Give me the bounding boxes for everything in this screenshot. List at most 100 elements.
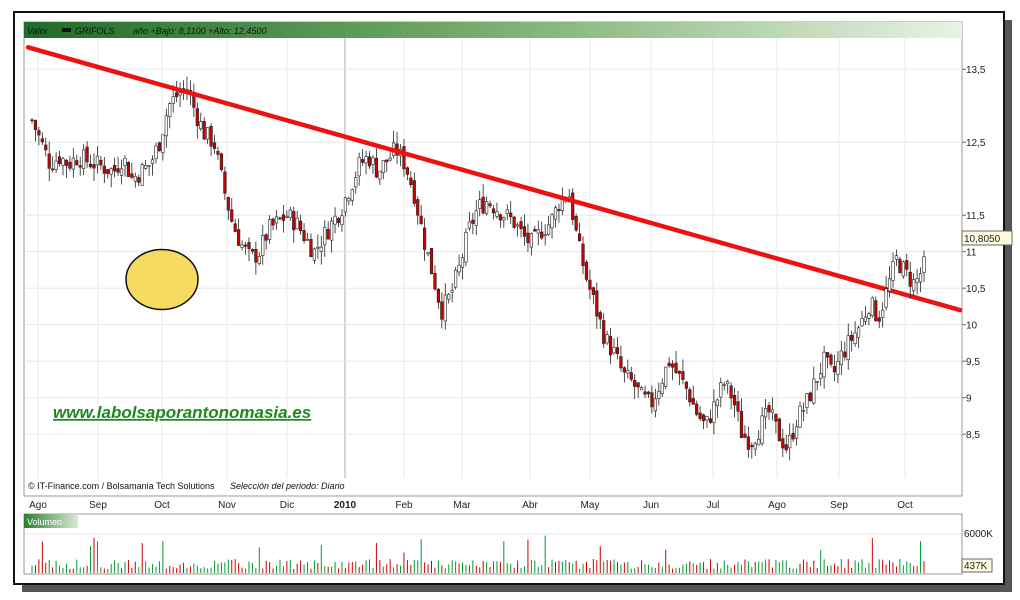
candle-body — [57, 156, 62, 165]
candle-body — [426, 252, 430, 255]
x-tick-label: Dic — [280, 500, 294, 511]
candle-body — [695, 403, 699, 415]
candle-body — [471, 219, 475, 224]
candle-body — [257, 256, 261, 264]
candle-body — [846, 335, 850, 360]
candle-body — [629, 372, 633, 380]
candle-body — [698, 412, 702, 419]
candle-body — [660, 382, 664, 394]
header-bar — [24, 22, 962, 38]
x-axis-ticks: Ago Sep Oct Nov Dic 2010 Feb Mar Abr May Jun Jul Ago… — [29, 500, 913, 511]
candle-body — [870, 297, 874, 316]
candle-body — [708, 418, 713, 423]
candle-body — [822, 351, 826, 378]
candle-body — [164, 115, 168, 137]
candle-body — [498, 214, 502, 221]
candle-body — [95, 155, 100, 166]
x-tick-label: Nov — [218, 500, 236, 511]
candle-body — [591, 287, 595, 295]
candle-body — [78, 165, 82, 168]
x-tick-label: Ago — [29, 500, 47, 511]
x-tick-label: Oct — [154, 500, 170, 511]
candle-body — [557, 209, 561, 212]
footer-credits: © IT-Finance.com / Bolsamania Tech Solut… — [28, 481, 215, 491]
candle-body — [887, 278, 892, 292]
candle-body — [433, 272, 437, 290]
candle-body — [206, 127, 210, 140]
candle-body — [670, 363, 675, 368]
candle-body — [681, 371, 685, 380]
candle-body — [688, 389, 692, 403]
candle-body — [581, 243, 585, 267]
candle-body — [51, 168, 55, 171]
candle-body — [54, 160, 58, 170]
candle-body — [268, 219, 272, 240]
candle-body — [274, 216, 279, 224]
candle-body — [794, 426, 799, 439]
candle-body — [299, 220, 303, 232]
candle-body — [691, 398, 695, 405]
candle-body — [150, 159, 155, 164]
candle-body — [216, 151, 220, 155]
volume-bars — [31, 535, 925, 573]
candle-body — [464, 232, 468, 263]
candle-body — [309, 239, 313, 258]
candle-body — [47, 153, 51, 169]
candle-body — [519, 221, 523, 230]
candle-body — [409, 177, 413, 186]
candle-body — [330, 220, 334, 241]
candle-body — [333, 215, 337, 225]
candle-body — [292, 211, 296, 231]
candle-body — [808, 392, 812, 402]
y-tick-label: 13,5 — [966, 65, 986, 76]
candle-body — [502, 217, 506, 221]
candle-body — [571, 192, 575, 220]
candle-body — [791, 432, 795, 440]
candle-body — [323, 227, 327, 246]
candle-body — [863, 316, 868, 322]
candle-body — [102, 165, 106, 174]
candle-body — [667, 362, 671, 367]
candle-body — [295, 217, 299, 230]
candle-body — [639, 387, 644, 391]
candle-body — [450, 290, 454, 293]
candle-body — [123, 157, 127, 166]
candle-body — [812, 378, 816, 404]
x-tick-label: Jun — [643, 500, 659, 511]
candle-body — [340, 215, 344, 226]
candle-body — [64, 159, 69, 166]
candle-body — [612, 347, 616, 354]
candle-body — [423, 227, 427, 250]
candle-body — [712, 401, 716, 423]
x-tick-label: Abr — [522, 500, 538, 511]
candle-body — [491, 208, 496, 214]
candle-body — [443, 294, 447, 322]
candle-body — [553, 207, 558, 220]
candle-body — [743, 433, 747, 438]
x-tick-label: 2010 — [334, 500, 357, 511]
candle-body — [598, 312, 602, 320]
candle-body — [85, 146, 89, 163]
candle-body — [798, 405, 802, 428]
candle-body — [243, 244, 248, 247]
candle-body — [701, 414, 706, 422]
candle-body — [867, 313, 871, 319]
candle-body — [113, 165, 117, 172]
candle-body — [388, 157, 392, 161]
candle-body — [894, 255, 899, 260]
last-value-box — [961, 230, 1013, 246]
candle-body — [526, 232, 530, 244]
candle-body — [454, 269, 458, 288]
candle-body — [726, 381, 730, 385]
candle-body — [168, 103, 172, 117]
candle-body — [774, 413, 778, 422]
candle-body — [839, 350, 843, 366]
candle-body — [447, 294, 451, 300]
volume-tick-label: 6000K — [964, 529, 993, 540]
candle-body — [495, 211, 499, 217]
candle-body — [739, 410, 744, 439]
candle-body — [357, 156, 361, 177]
candle-body — [602, 320, 606, 344]
candle-body — [109, 168, 113, 175]
